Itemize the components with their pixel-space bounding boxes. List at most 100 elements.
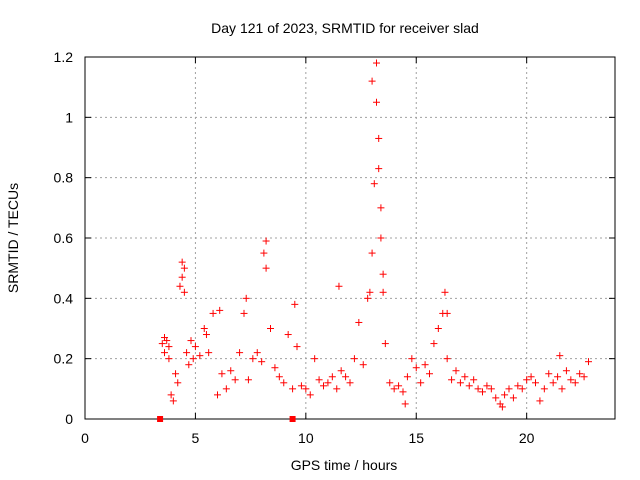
data-point bbox=[558, 385, 566, 393]
data-point bbox=[346, 379, 354, 387]
data-point bbox=[280, 379, 288, 387]
y-tick-label: 0.8 bbox=[54, 170, 74, 186]
data-point bbox=[470, 376, 478, 384]
data-point bbox=[501, 391, 509, 399]
data-point bbox=[373, 98, 380, 106]
data-point bbox=[443, 355, 451, 363]
data-point bbox=[474, 385, 482, 393]
y-tick-label: 0.2 bbox=[54, 351, 74, 367]
data-point bbox=[377, 204, 385, 212]
data-point bbox=[456, 379, 464, 387]
data-point bbox=[320, 382, 327, 390]
data-point bbox=[187, 337, 195, 345]
zero-marker bbox=[289, 416, 296, 422]
chart-grid bbox=[85, 57, 615, 419]
data-point bbox=[505, 385, 513, 393]
data-point bbox=[562, 367, 570, 375]
data-point bbox=[359, 361, 367, 369]
y-tick-label: 0.4 bbox=[54, 290, 74, 306]
data-point bbox=[214, 391, 221, 399]
data-point bbox=[174, 379, 182, 387]
y-tick-label: 0 bbox=[65, 411, 73, 427]
data-point bbox=[342, 373, 350, 381]
data-point bbox=[368, 77, 376, 85]
data-point bbox=[293, 343, 301, 351]
data-point bbox=[417, 379, 425, 387]
x-tick-label: 10 bbox=[298, 430, 314, 446]
data-point bbox=[275, 373, 283, 381]
data-point bbox=[161, 334, 168, 342]
data-point bbox=[180, 264, 188, 272]
data-point bbox=[242, 294, 250, 302]
data-point bbox=[165, 343, 173, 351]
data-point bbox=[262, 237, 270, 245]
x-tick-label: 5 bbox=[192, 430, 200, 446]
data-point bbox=[291, 300, 299, 308]
y-tick-label: 1 bbox=[65, 109, 73, 125]
data-point bbox=[441, 288, 449, 296]
data-point bbox=[399, 388, 407, 396]
data-point bbox=[167, 391, 175, 399]
data-point bbox=[227, 367, 235, 375]
y-tick-label: 1.2 bbox=[54, 49, 74, 65]
data-point bbox=[509, 394, 517, 402]
data-point bbox=[209, 309, 217, 317]
data-point bbox=[492, 394, 500, 402]
x-tick-label: 15 bbox=[408, 430, 424, 446]
data-point bbox=[518, 385, 526, 393]
data-point bbox=[236, 349, 244, 357]
data-point bbox=[161, 349, 168, 357]
data-point bbox=[249, 355, 257, 363]
data-point bbox=[258, 358, 266, 366]
zero-marker bbox=[157, 416, 164, 422]
data-point bbox=[253, 349, 261, 357]
data-point bbox=[216, 306, 224, 314]
data-point bbox=[461, 373, 469, 381]
data-point bbox=[421, 361, 429, 369]
data-point bbox=[580, 373, 588, 381]
data-point bbox=[324, 379, 332, 387]
data-point bbox=[262, 264, 270, 272]
data-point bbox=[549, 379, 557, 387]
data-point bbox=[200, 325, 208, 332]
data-point bbox=[218, 370, 226, 378]
data-point bbox=[554, 373, 562, 381]
data-point bbox=[183, 349, 191, 357]
data-point bbox=[337, 367, 345, 375]
data-points bbox=[157, 59, 592, 422]
data-point bbox=[375, 134, 383, 142]
data-point bbox=[169, 397, 177, 405]
data-point bbox=[370, 180, 378, 188]
data-point bbox=[556, 352, 564, 360]
data-point bbox=[205, 349, 213, 357]
data-point bbox=[178, 258, 186, 266]
data-point bbox=[540, 385, 548, 393]
data-point bbox=[443, 309, 451, 317]
data-point bbox=[434, 325, 442, 332]
data-point bbox=[483, 382, 491, 390]
data-point bbox=[284, 331, 292, 339]
data-point bbox=[379, 288, 387, 296]
data-point bbox=[403, 373, 411, 381]
x-tick-label: 0 bbox=[81, 430, 89, 446]
data-point bbox=[532, 379, 539, 387]
data-point bbox=[536, 397, 544, 405]
x-axis-ticks: 0 5 10 15 20 bbox=[81, 57, 535, 446]
data-point bbox=[448, 376, 456, 384]
data-point bbox=[364, 294, 372, 302]
data-point bbox=[172, 370, 180, 378]
y-axis-label: SRMTID / TECUs bbox=[5, 183, 21, 293]
data-point bbox=[377, 234, 385, 242]
y-tick-label: 0.6 bbox=[54, 230, 74, 246]
data-point bbox=[202, 331, 210, 339]
data-point bbox=[465, 382, 473, 390]
data-point bbox=[426, 370, 433, 378]
data-point bbox=[350, 355, 358, 363]
data-point bbox=[244, 376, 252, 384]
data-point bbox=[306, 391, 314, 399]
data-point bbox=[523, 376, 531, 384]
data-point bbox=[315, 376, 323, 384]
data-point bbox=[514, 382, 522, 390]
data-point bbox=[240, 309, 248, 317]
